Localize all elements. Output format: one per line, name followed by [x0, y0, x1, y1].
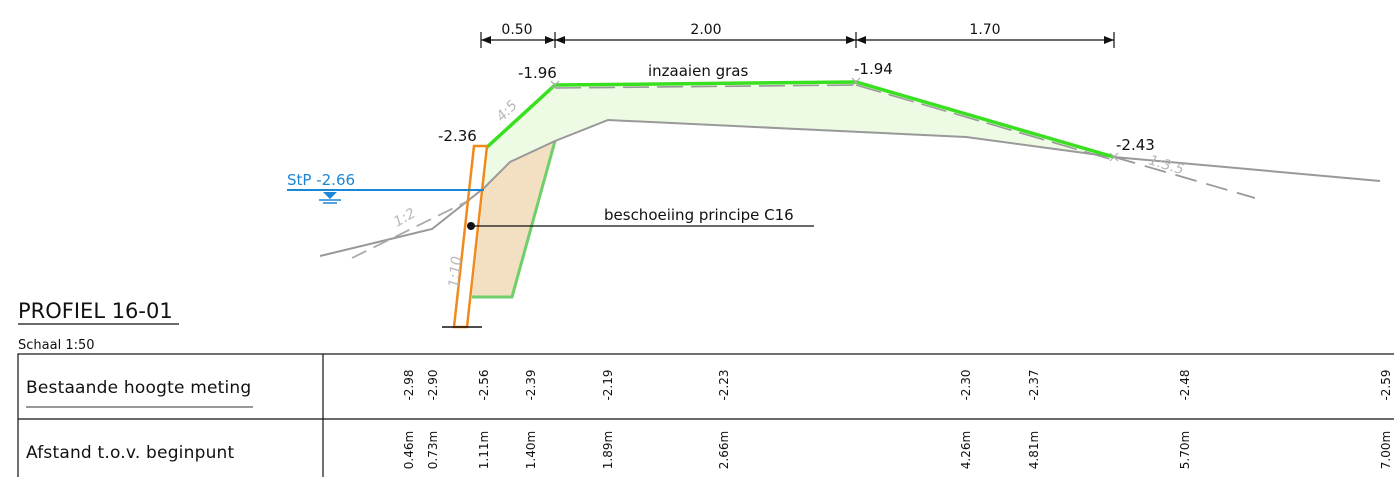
- new-soil-fill: [484, 82, 1114, 188]
- scale-label: Schaal 1:50: [18, 338, 95, 353]
- row-label-distance: Afstand t.o.v. beginpunt: [26, 443, 235, 463]
- point-markers: [550, 77, 1119, 162]
- height-value: -2.39: [524, 369, 538, 400]
- distance-value: 5.70m: [1178, 431, 1192, 469]
- distance-value: 1.11m: [477, 431, 491, 469]
- distance-value: 7.00m: [1379, 431, 1393, 469]
- distance-value: 0.46m: [402, 431, 416, 469]
- existing-ground-line: [319, 118, 1381, 257]
- level-right-top: -1.94: [854, 60, 893, 78]
- bed-slope-dashed: [351, 199, 471, 259]
- dimension-label-1: 0.50: [501, 22, 532, 38]
- backfill-outline: [472, 140, 557, 299]
- distance-values: 0.46m 0.73m 1.11m 1.40m 1.89m 2.66m 4.26m 4.81m…: [402, 431, 1393, 469]
- row-label-height: Bestaande hoogte meting: [26, 378, 251, 398]
- height-values: -2.98 -2.90 -2.56 -2.39 -2.19 -2.23 -2.30 -2.37…: [402, 369, 1393, 400]
- grass-annotation: inzaaien gras: [648, 62, 748, 80]
- height-value: -2.98: [402, 369, 416, 400]
- distance-value: 1.89m: [601, 431, 615, 469]
- data-table: [17, 353, 1394, 477]
- height-value: -2.59: [1379, 369, 1393, 400]
- dimension-label-3: 1.70: [969, 22, 1000, 38]
- distance-value: 1.40m: [524, 431, 538, 469]
- level-left-low: -2.36: [438, 127, 477, 145]
- height-value: -2.48: [1178, 369, 1192, 400]
- level-left-top: -1.96: [518, 64, 557, 82]
- design-profile-line: [484, 80, 1115, 159]
- height-value: -2.19: [601, 369, 615, 400]
- slope-label-bed: 1:2: [391, 205, 419, 230]
- height-value: -2.56: [477, 369, 491, 400]
- dimension-label-2: 2.00: [690, 22, 721, 38]
- height-value: -2.90: [426, 369, 440, 400]
- level-right-low: -2.43: [1116, 136, 1155, 154]
- water-level-symbol: [287, 189, 484, 204]
- slope-dashed: [855, 84, 1111, 160]
- slope-label-right: 1:3.5: [1147, 153, 1186, 179]
- profile-title: PROFIEL 16-01: [18, 299, 173, 323]
- right-slope-dashed: [1113, 156, 1256, 199]
- height-value: -2.30: [959, 369, 973, 400]
- slope-label-pile: 1:10: [446, 255, 465, 288]
- dimension-line: [480, 32, 1115, 48]
- distance-value: 4.81m: [1027, 431, 1041, 469]
- distance-value: 4.26m: [959, 431, 973, 469]
- sheet-pile: [442, 144, 489, 329]
- distance-value: 0.73m: [426, 431, 440, 469]
- height-value: -2.23: [717, 369, 731, 400]
- height-value: -2.37: [1027, 369, 1041, 400]
- water-level-label: StP -2.66: [287, 171, 355, 189]
- distance-value: 2.66m: [717, 431, 731, 469]
- revetment-annotation: beschoeiing principe C16: [604, 206, 794, 224]
- crest-dashed: [554, 84, 857, 89]
